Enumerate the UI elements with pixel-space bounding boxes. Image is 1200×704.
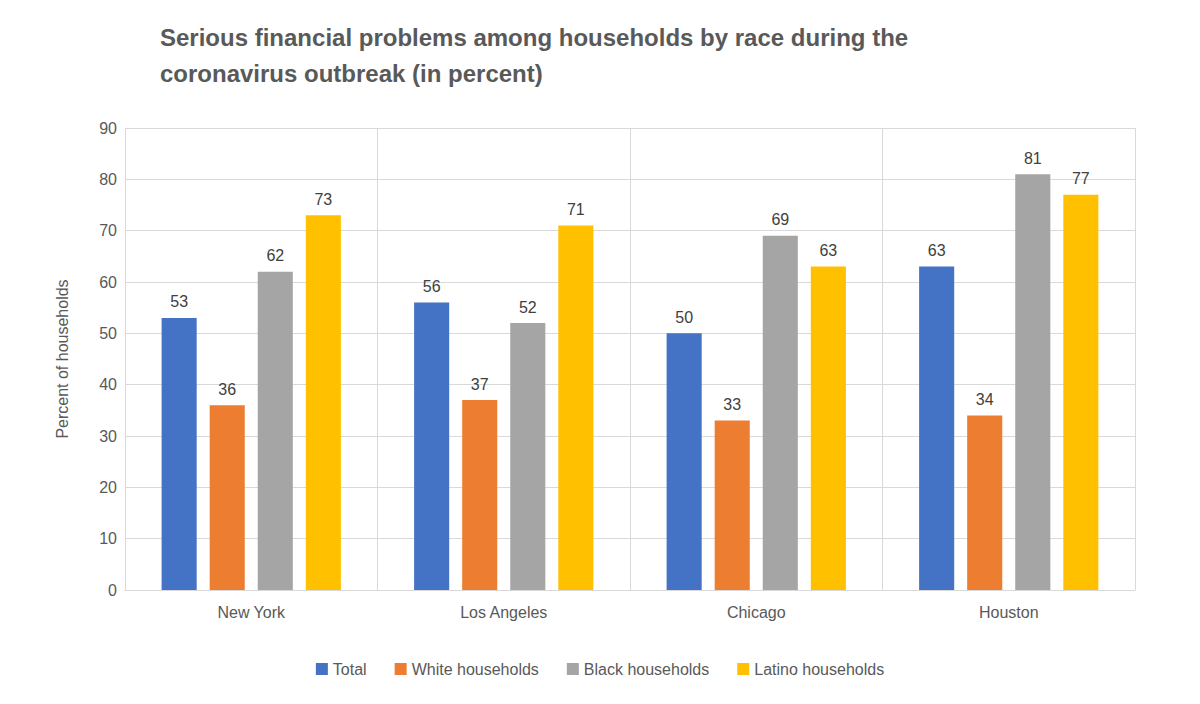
svg-text:10: 10 bbox=[99, 530, 117, 547]
svg-text:30: 30 bbox=[99, 428, 117, 445]
svg-text:37: 37 bbox=[471, 376, 489, 393]
svg-text:62: 62 bbox=[266, 247, 284, 264]
svg-text:71: 71 bbox=[567, 201, 585, 218]
svg-text:White households: White households bbox=[412, 661, 539, 678]
svg-text:Serious financial problems amo: Serious financial problems among househo… bbox=[160, 24, 915, 51]
svg-text:Percent of households: Percent of households bbox=[54, 279, 71, 438]
svg-text:69: 69 bbox=[771, 211, 789, 228]
svg-text:50: 50 bbox=[675, 309, 693, 326]
svg-text:Chicago: Chicago bbox=[727, 604, 786, 621]
svg-text:53: 53 bbox=[170, 293, 188, 310]
svg-text:50: 50 bbox=[99, 325, 117, 342]
svg-text:Houston: Houston bbox=[979, 604, 1039, 621]
svg-text:80: 80 bbox=[99, 171, 117, 188]
svg-text:60: 60 bbox=[99, 274, 117, 291]
svg-text:33: 33 bbox=[723, 396, 741, 413]
svg-text:Total: Total bbox=[333, 661, 367, 678]
svg-text:36: 36 bbox=[218, 381, 236, 398]
svg-text:34: 34 bbox=[976, 391, 994, 408]
svg-text:70: 70 bbox=[99, 222, 117, 239]
svg-text:77: 77 bbox=[1072, 170, 1090, 187]
svg-text:coronavirus outbreak (in perce: coronavirus outbreak (in percent) bbox=[160, 60, 543, 87]
svg-text:63: 63 bbox=[928, 242, 946, 259]
svg-text:20: 20 bbox=[99, 479, 117, 496]
svg-text:73: 73 bbox=[314, 191, 332, 208]
svg-text:81: 81 bbox=[1024, 150, 1042, 167]
svg-text:New York: New York bbox=[217, 604, 286, 621]
svg-text:63: 63 bbox=[819, 242, 837, 259]
svg-text:Latino households: Latino households bbox=[754, 661, 884, 678]
svg-text:40: 40 bbox=[99, 376, 117, 393]
svg-text:Los Angeles: Los Angeles bbox=[460, 604, 547, 621]
svg-text:Black households: Black households bbox=[584, 661, 709, 678]
svg-text:90: 90 bbox=[99, 120, 117, 137]
svg-text:0: 0 bbox=[108, 582, 117, 599]
svg-text:56: 56 bbox=[423, 278, 441, 295]
svg-text:52: 52 bbox=[519, 299, 537, 316]
